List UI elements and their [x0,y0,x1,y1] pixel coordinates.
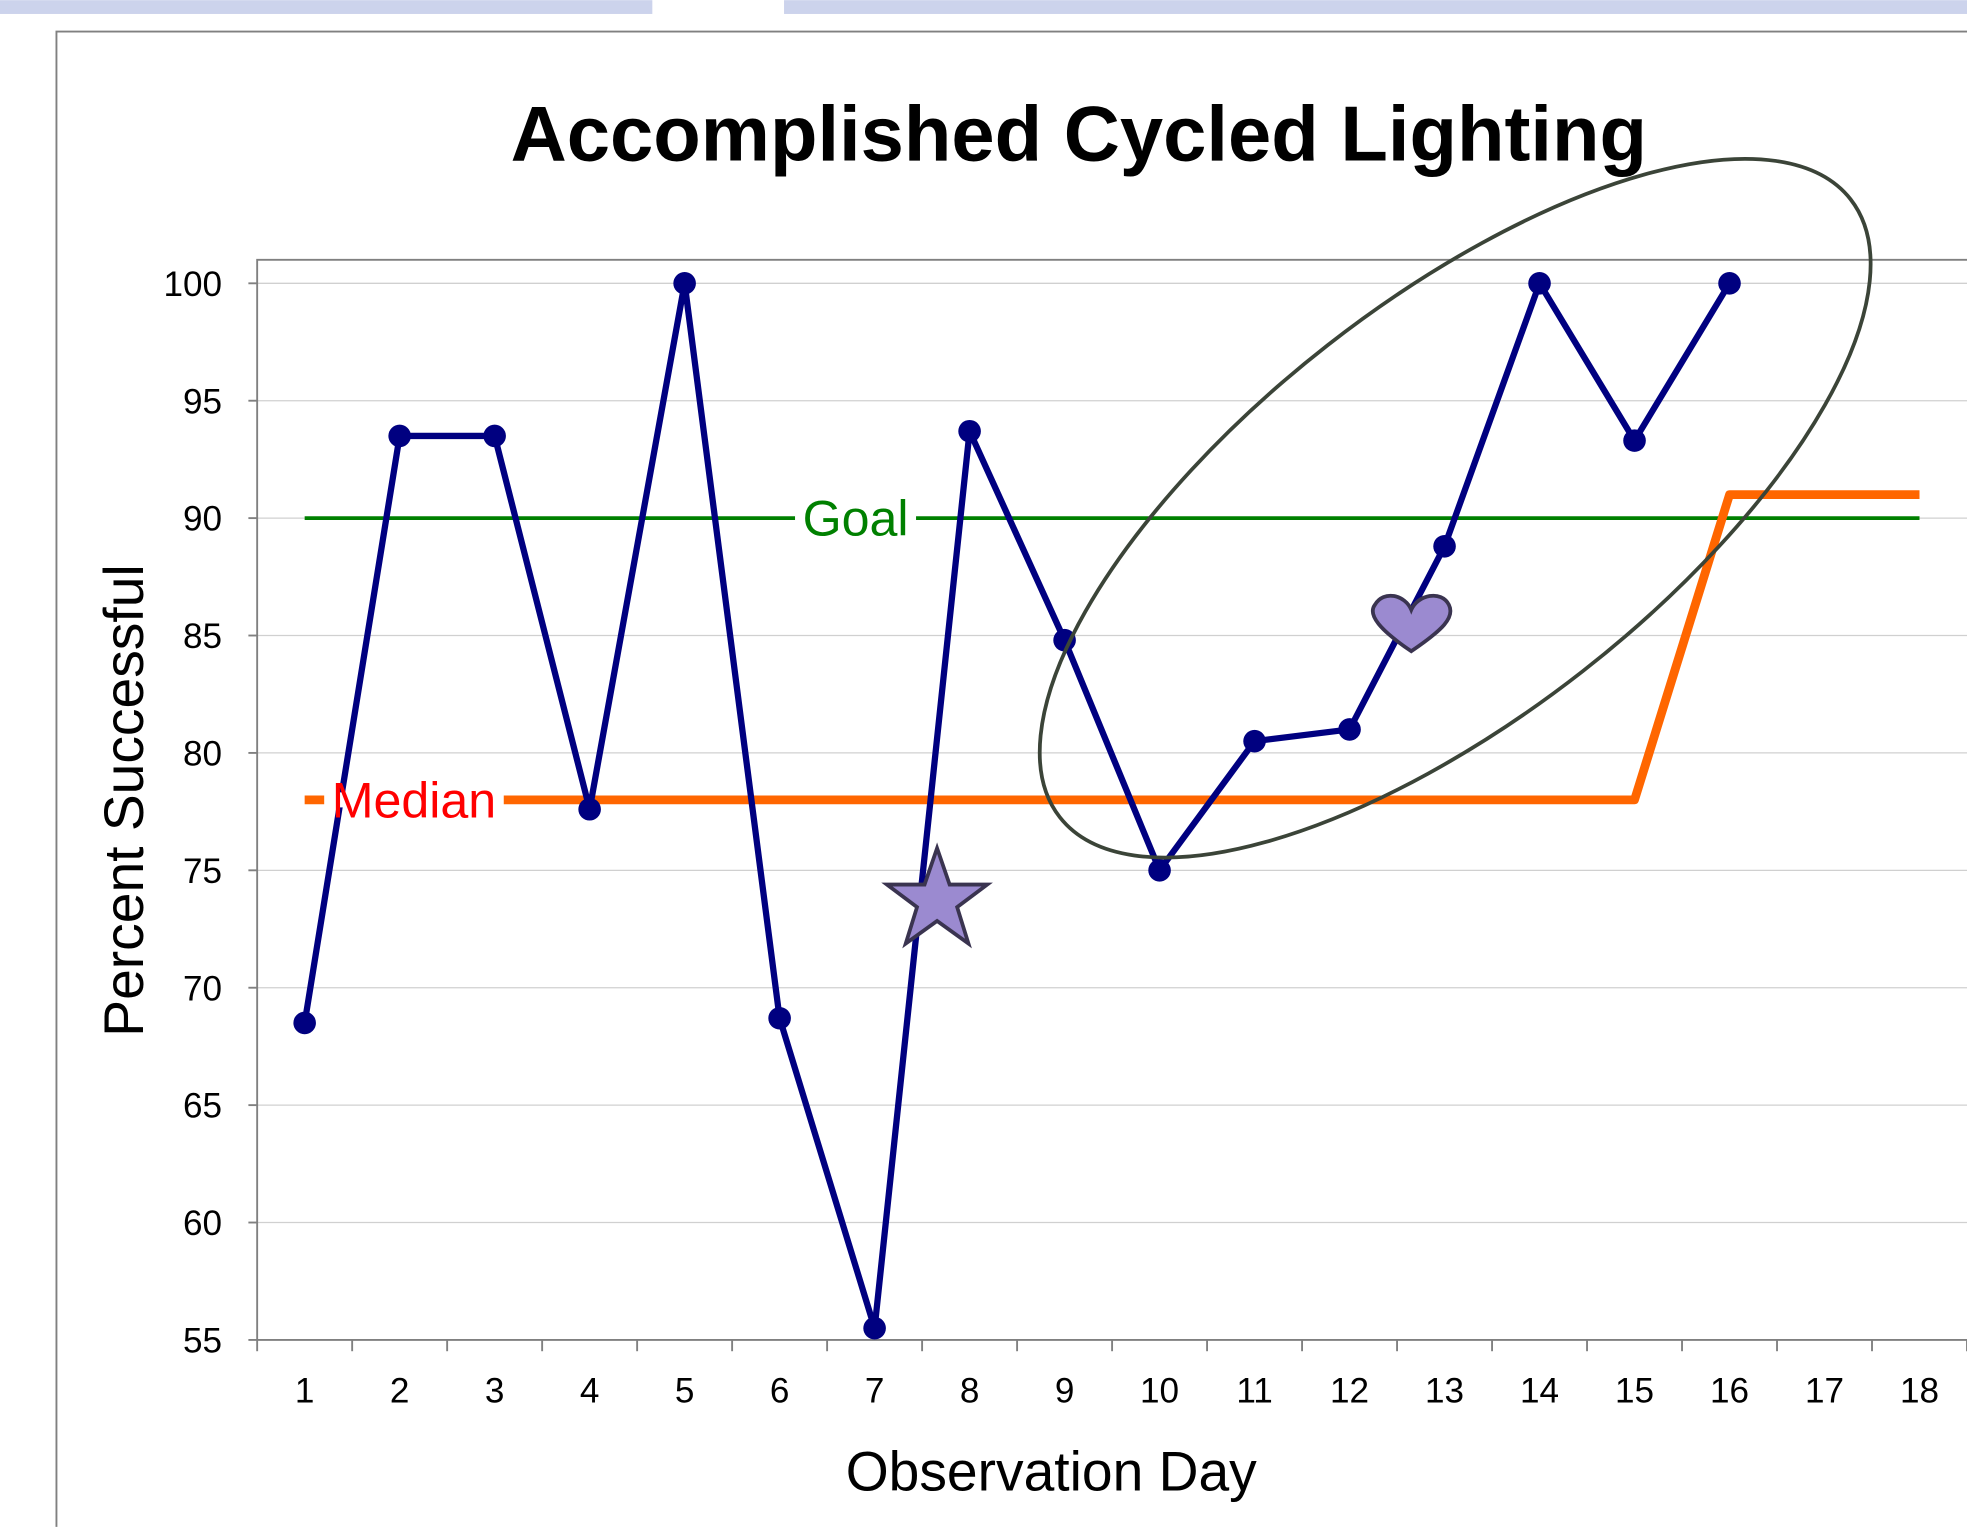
x-tick-label: 15 [1615,1372,1654,1411]
y-tick-label: 75 [183,852,222,891]
y-tick-label: 100 [163,265,222,304]
y-tick-label: 85 [183,617,222,656]
top-bar [0,0,653,14]
data-point [1623,429,1646,452]
data-point [1433,535,1456,558]
chart-title: Accomplished Cycled Lighting [511,92,1647,178]
data-point [1528,272,1551,295]
x-tick-label: 1 [295,1372,315,1411]
data-point [388,424,411,448]
x-tick-label: 6 [770,1372,790,1411]
data-point [1243,729,1266,753]
x-tick-label: 11 [1236,1372,1272,1411]
data-point [768,1006,791,1030]
y-tick-label: 70 [183,969,222,1008]
data-point [578,797,601,821]
x-tick-label: 12 [1330,1372,1369,1411]
x-tick-label: 2 [390,1372,410,1411]
top-bar [784,0,1967,14]
plot-border [256,258,1967,1340]
y-tick-label: 65 [183,1087,222,1126]
data-point [863,1316,886,1340]
highlight-ellipse [1037,156,1873,860]
x-tick-label: 4 [580,1372,600,1411]
label-background [795,510,917,526]
data-point [673,272,696,295]
data-point [1338,718,1361,741]
data-point [293,1011,316,1035]
x-tick-label: 16 [1710,1372,1749,1411]
data-point [1053,628,1076,652]
x-axis-title: Observation Day [846,1440,1257,1502]
frame [55,30,1967,1527]
x-tick-label: 10 [1140,1372,1179,1411]
label-background [324,792,504,808]
x-tick-label: 3 [485,1372,505,1411]
plot: Goal Median [293,272,1920,1340]
y-axis-title: Percent Successful [93,564,155,1036]
series-line [301,280,1733,1332]
data-point [483,424,506,448]
y-tick-label: 55 [183,1321,222,1360]
y-tick-label: 95 [183,382,222,421]
x-tick-label: 14 [1520,1372,1559,1411]
data-point [1718,272,1741,295]
y-tick-label: 90 [183,500,222,539]
data-point [958,419,981,443]
series-line [304,490,1920,805]
series-label: Goal [803,491,909,547]
x-tick-label: 13 [1425,1372,1464,1411]
x-tick-label: 9 [1055,1372,1075,1411]
heart-shape [1370,593,1453,654]
data-point [1148,859,1171,882]
y-tick-label: 80 [183,734,222,773]
x-tick-label: 17 [1805,1372,1844,1411]
x-tick-label: 5 [675,1372,695,1411]
series-label: Median [332,772,497,828]
x-tick-label: 8 [960,1372,980,1411]
star-shape [881,842,993,949]
x-tick-label: 18 [1900,1372,1939,1411]
x-tick-label: 7 [865,1372,885,1411]
y-tick-label: 60 [183,1204,222,1243]
